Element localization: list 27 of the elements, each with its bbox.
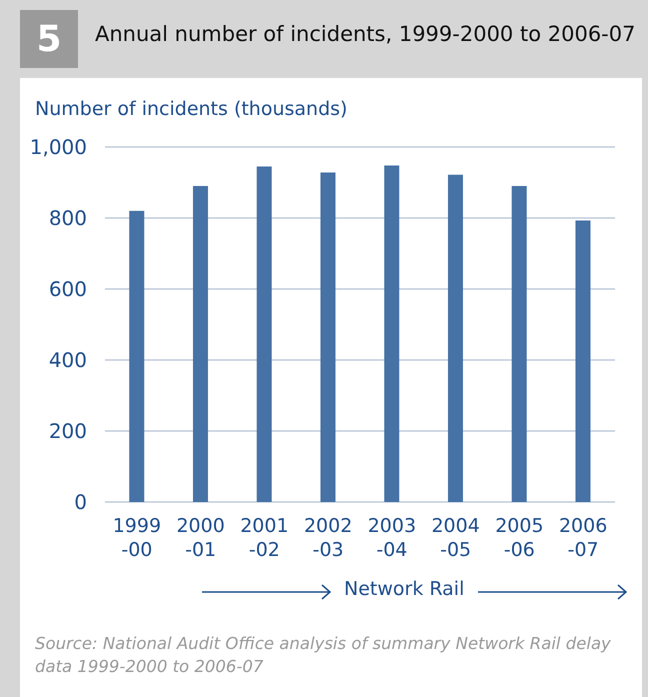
- bar: [512, 186, 527, 502]
- y-tick-label: 800: [48, 206, 87, 230]
- bar: [256, 166, 272, 502]
- x-tick-label: 2001-02: [240, 515, 289, 561]
- y-tick-label: 600: [48, 277, 87, 302]
- bar: [575, 220, 590, 502]
- text: Network Rail: [344, 578, 464, 600]
- x-tick-label: 2002-03: [304, 515, 352, 561]
- x-tick-label: 2000-01: [176, 515, 225, 561]
- bar: [448, 174, 463, 502]
- y-tick-label: 1,000: [30, 135, 87, 160]
- x-tick-label: 2004-05: [431, 515, 480, 561]
- y-tick-label: 400: [48, 348, 87, 372]
- y-tick-label: 0: [74, 490, 87, 514]
- x-tick-label: 1999-00: [112, 515, 162, 561]
- bar: [129, 210, 144, 502]
- chart-title: Annual number of incidents, 1999-2000 to 2006-07: [95, 22, 636, 46]
- bar: [192, 186, 208, 502]
- source-note: Source: National Audit Office analysis of summary Network Rail delay data 1999-2000 to 2006-07: [35, 633, 612, 678]
- text: 5: [20, 10, 78, 68]
- y-axis-title: Number of incidents (thousands): [35, 98, 348, 120]
- bar: [320, 172, 336, 502]
- x-tick-label: 2005-06: [495, 515, 544, 561]
- bar: [384, 165, 400, 502]
- x-tick-label: 2003-04: [368, 515, 416, 561]
- y-tick-label: 200: [48, 419, 87, 444]
- x-tick-label: 2006-07: [558, 515, 608, 561]
